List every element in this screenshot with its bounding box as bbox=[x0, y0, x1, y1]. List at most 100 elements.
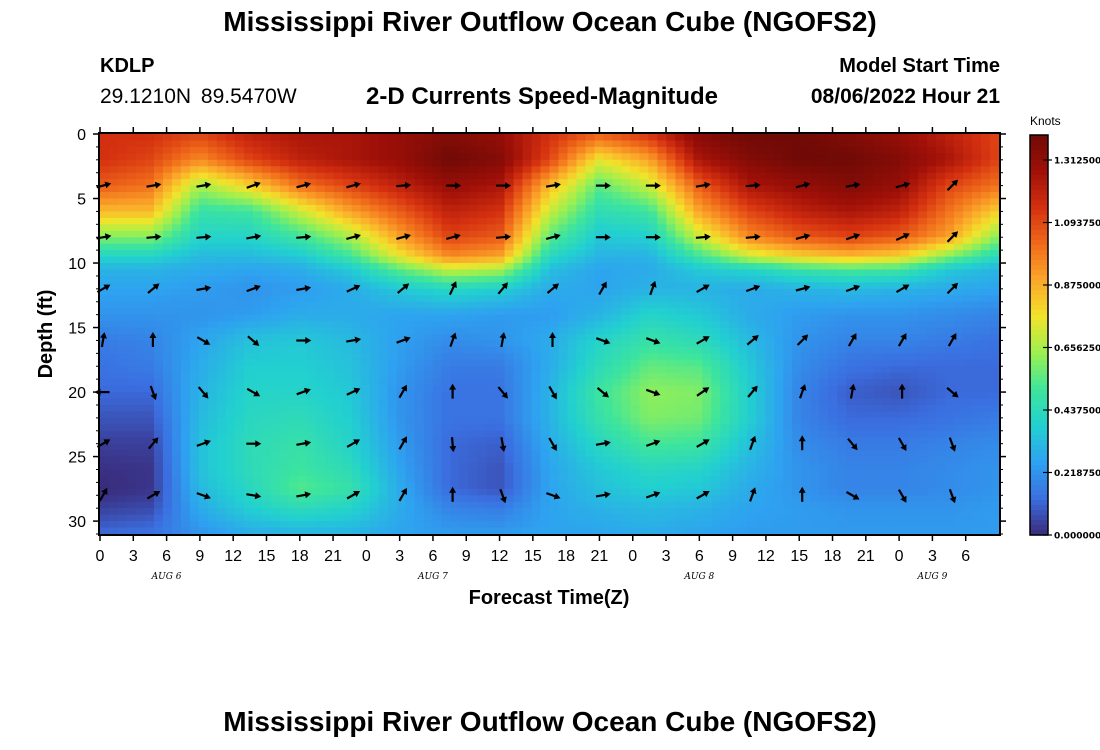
heatmap-cell bbox=[972, 366, 982, 374]
heatmap-cell bbox=[531, 353, 542, 361]
heatmap-cell bbox=[540, 308, 551, 316]
heatmap-cell bbox=[675, 204, 685, 213]
heatmap-cell bbox=[252, 211, 263, 219]
heatmap-cell bbox=[855, 288, 865, 296]
heatmap-cell bbox=[126, 198, 137, 206]
heatmap-cell bbox=[414, 327, 425, 335]
heatmap-cell bbox=[135, 308, 146, 316]
heatmap-cell bbox=[711, 404, 721, 413]
heatmap-cell bbox=[891, 301, 901, 309]
heatmap-cell bbox=[423, 134, 434, 142]
heatmap-cell bbox=[261, 159, 272, 167]
heatmap-cell bbox=[891, 379, 901, 387]
heatmap-cell bbox=[882, 398, 892, 406]
heatmap-cell bbox=[666, 346, 676, 354]
heatmap-cell bbox=[981, 295, 991, 303]
heatmap-cell bbox=[207, 308, 218, 316]
heatmap-cell bbox=[675, 192, 685, 200]
heatmap-cell bbox=[675, 411, 685, 419]
heatmap-cell bbox=[252, 404, 263, 413]
heatmap-cell bbox=[576, 282, 587, 290]
heatmap-cell bbox=[774, 314, 784, 322]
heatmap-cell bbox=[405, 430, 416, 438]
heatmap-cell bbox=[945, 179, 955, 187]
heatmap-cell bbox=[153, 295, 164, 303]
heatmap-cell bbox=[558, 159, 569, 167]
heatmap-cell bbox=[243, 179, 254, 187]
heatmap-cell bbox=[135, 185, 146, 193]
heatmap-cell bbox=[279, 153, 290, 161]
heatmap-cell bbox=[252, 146, 263, 154]
heatmap-cell bbox=[630, 404, 640, 413]
heatmap-cell bbox=[801, 288, 811, 296]
heatmap-cell bbox=[846, 404, 856, 413]
heatmap-cell bbox=[648, 192, 658, 200]
heatmap-cell bbox=[378, 346, 389, 354]
heatmap-cell bbox=[180, 379, 191, 387]
heatmap-cell bbox=[945, 153, 955, 161]
heatmap-cell bbox=[423, 327, 434, 335]
heatmap-cell bbox=[207, 404, 218, 413]
heatmap-cell bbox=[198, 288, 209, 296]
heatmap-cell bbox=[171, 366, 182, 374]
heatmap-cell bbox=[252, 140, 263, 148]
heatmap-cell bbox=[315, 314, 326, 322]
heatmap-cell bbox=[432, 321, 443, 329]
heatmap-cell bbox=[297, 411, 308, 419]
heatmap-cell bbox=[828, 385, 838, 393]
heatmap-cell bbox=[837, 269, 847, 277]
heatmap-cell bbox=[288, 450, 299, 458]
heatmap-cell bbox=[342, 204, 353, 213]
heatmap-cell bbox=[225, 230, 236, 238]
heatmap-cell bbox=[342, 379, 353, 387]
heatmap-cell bbox=[234, 243, 245, 251]
heatmap-cell bbox=[711, 179, 721, 187]
heatmap-cell bbox=[126, 204, 137, 213]
heatmap-cell bbox=[522, 346, 533, 354]
heatmap-cell bbox=[594, 308, 605, 316]
heatmap-cell bbox=[882, 282, 892, 290]
heatmap-cell bbox=[837, 327, 847, 335]
heatmap-cell bbox=[459, 179, 470, 187]
heatmap-cell bbox=[702, 353, 712, 361]
heatmap-cell bbox=[693, 417, 703, 425]
heatmap-cell bbox=[423, 385, 434, 393]
heatmap-cell bbox=[261, 443, 272, 451]
heatmap-cell bbox=[477, 372, 488, 380]
heatmap-cell bbox=[117, 411, 128, 419]
heatmap-cell bbox=[252, 288, 263, 296]
heatmap-cell bbox=[333, 340, 344, 348]
heatmap-cell bbox=[126, 301, 137, 309]
heatmap-cell bbox=[567, 204, 578, 213]
heatmap-cell bbox=[279, 353, 290, 361]
heatmap-cell bbox=[675, 263, 685, 271]
heatmap-cell bbox=[558, 443, 569, 451]
heatmap-cell bbox=[351, 340, 362, 348]
heatmap-cell bbox=[576, 192, 587, 200]
heatmap-cell bbox=[108, 301, 119, 309]
heatmap-cell bbox=[558, 172, 569, 180]
heatmap-cell bbox=[144, 437, 155, 445]
heatmap-cell bbox=[684, 217, 694, 225]
heatmap-cell bbox=[234, 392, 245, 400]
heatmap-cell bbox=[405, 237, 416, 245]
heatmap-cell bbox=[189, 192, 200, 200]
heatmap-cell bbox=[612, 353, 623, 361]
heatmap-cell bbox=[684, 211, 694, 219]
heatmap-cell bbox=[441, 359, 452, 367]
heatmap-cell bbox=[981, 192, 991, 200]
heatmap-cell bbox=[702, 204, 712, 213]
heatmap-cell bbox=[990, 140, 1000, 148]
heatmap-cell bbox=[945, 372, 955, 380]
heatmap-cell bbox=[810, 198, 820, 206]
heatmap-cell bbox=[972, 179, 982, 187]
heatmap-cell bbox=[252, 379, 263, 387]
heatmap-cell bbox=[189, 321, 200, 329]
heatmap-cell bbox=[540, 172, 551, 180]
heatmap-cell bbox=[216, 282, 227, 290]
heatmap-cell bbox=[846, 166, 856, 174]
heatmap-cell bbox=[171, 417, 182, 425]
heatmap-cell bbox=[225, 295, 236, 303]
heatmap-cell bbox=[378, 250, 389, 258]
heatmap-cell bbox=[468, 237, 479, 245]
